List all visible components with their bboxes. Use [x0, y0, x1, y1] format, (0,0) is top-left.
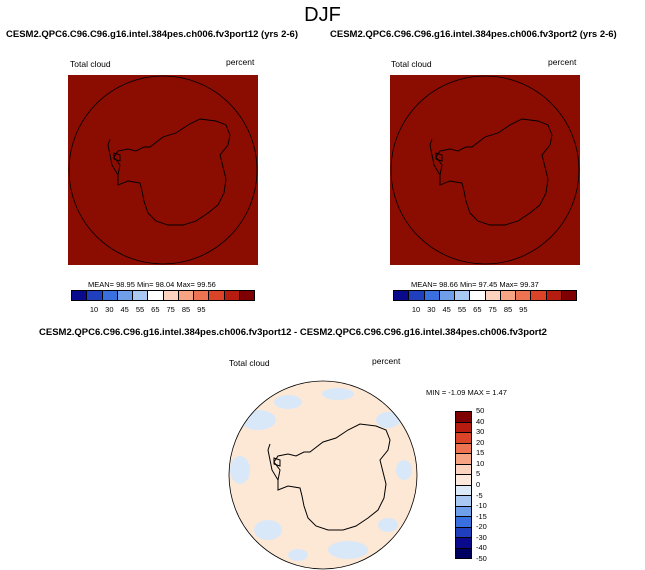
panel-2-stats: MEAN= 98.66 Min= 97.45 Max= 99.37 — [411, 280, 539, 289]
colorbar-swatch — [456, 464, 471, 475]
panel-2-colorbar — [393, 290, 577, 301]
colorbar-swatch — [133, 291, 149, 300]
colorbar-swatch — [456, 496, 471, 507]
colorbar-swatch — [424, 291, 440, 300]
colorbar-tick-label: 40 — [476, 416, 485, 426]
colorbar-tick-label: 55 — [457, 305, 467, 314]
colorbar-tick-label: 30 — [105, 305, 114, 314]
panel-2-map-boundary — [390, 75, 580, 265]
diff-panel-colorbar — [455, 411, 472, 559]
diff-panel-title: CESM2.QPC6.C96.C96.g16.intel.384pes.ch00… — [39, 327, 547, 338]
panel-1-field — [68, 75, 258, 265]
colorbar-swatch — [117, 291, 133, 300]
colorbar-swatch — [394, 291, 410, 300]
panel-2-field — [390, 75, 580, 265]
diff-panel-units: percent — [372, 356, 401, 366]
colorbar-swatch — [102, 291, 118, 300]
colorbar-swatch — [455, 291, 471, 300]
colorbar-swatch — [456, 485, 471, 496]
colorbar-swatch — [561, 291, 576, 300]
colorbar-tick-label: -5 — [476, 490, 483, 500]
colorbar-tick-label: 50 — [476, 406, 485, 415]
colorbar-swatch — [209, 291, 225, 300]
colorbar-swatch — [456, 527, 471, 538]
diff-panel-variable-label: Total cloud — [229, 358, 270, 368]
diff-panel-antarctica-coastline — [267, 423, 391, 531]
panel-1-variable-label: Total cloud — [70, 59, 111, 69]
colorbar-tick-label: 10 — [89, 305, 99, 314]
colorbar-swatch — [456, 443, 471, 454]
colorbar-tick-label: 10 — [411, 305, 421, 314]
colorbar-swatch — [516, 291, 532, 300]
colorbar-tick-label: -50 — [476, 554, 487, 563]
colorbar-tick-label: 75 — [488, 305, 497, 314]
panel-2-antarctica-coastline — [429, 118, 553, 226]
colorbar-swatch — [456, 475, 471, 486]
panel-1-units: percent — [226, 57, 255, 67]
colorbar-swatch — [470, 291, 486, 300]
panel-2-units: percent — [548, 57, 577, 67]
panel-1-map — [68, 75, 258, 265]
colorbar-swatch — [456, 433, 471, 444]
colorbar-tick-label: 5 — [476, 469, 481, 479]
diff-panel-map-boundary — [228, 380, 418, 570]
colorbar-swatch — [500, 291, 516, 300]
diff-panel-map — [228, 380, 418, 570]
colorbar-swatch — [485, 291, 501, 300]
colorbar-swatch — [456, 454, 471, 465]
colorbar-tick-label: 95 — [197, 305, 206, 314]
colorbar-swatch — [456, 517, 471, 528]
colorbar-swatch — [456, 538, 471, 549]
colorbar-tick-label: 10 — [476, 458, 485, 468]
colorbar-swatch — [409, 291, 425, 300]
panel-1-title: CESM2.QPC6.C96.C96.g16.intel.384pes.ch00… — [6, 29, 298, 40]
colorbar-tick-label: 65 — [151, 305, 160, 314]
colorbar-tick-label: -30 — [476, 532, 487, 542]
colorbar-tick-label: -15 — [476, 511, 487, 521]
colorbar-swatch — [439, 291, 455, 300]
colorbar-tick-label: 85 — [181, 305, 191, 314]
colorbar-swatch — [224, 291, 240, 300]
colorbar-swatch — [456, 506, 471, 517]
colorbar-tick-label: 75 — [166, 305, 175, 314]
colorbar-tick-label: 30 — [427, 305, 436, 314]
colorbar-tick-label: 45 — [442, 305, 451, 314]
panel-1-colorbar — [71, 290, 255, 301]
panel-2-variable-label: Total cloud — [391, 59, 432, 69]
panel-1-stats: MEAN= 98.95 Min= 98.04 Max= 99.56 — [88, 280, 216, 289]
diff-panel-negative-patches — [230, 388, 412, 561]
panel-2-title: CESM2.QPC6.C96.C96.g16.intel.384pes.ch00… — [330, 29, 617, 40]
colorbar-swatch — [148, 291, 164, 300]
diff-panel-minmax: MIN = -1.09 MAX = 1.47 — [426, 388, 507, 397]
colorbar-swatch — [163, 291, 179, 300]
colorbar-tick-label: 95 — [519, 305, 528, 314]
colorbar-swatch — [87, 291, 103, 300]
colorbar-tick-label: -10 — [476, 501, 487, 511]
colorbar-tick-label: 45 — [120, 305, 129, 314]
colorbar-tick-label: 30 — [476, 427, 485, 437]
page-title: DJF — [304, 4, 341, 26]
colorbar-tick-label: 15 — [476, 448, 485, 458]
colorbar-swatch — [456, 548, 471, 558]
panel-1-map-boundary — [68, 75, 258, 265]
colorbar-tick-label: 0 — [476, 480, 481, 489]
colorbar-tick-label: 55 — [135, 305, 145, 314]
colorbar-tick-label: -40 — [476, 543, 487, 553]
colorbar-swatch — [194, 291, 210, 300]
colorbar-tick-label: 85 — [503, 305, 513, 314]
colorbar-tick-label: 20 — [476, 437, 485, 447]
colorbar-tick-label: 65 — [473, 305, 482, 314]
colorbar-swatch — [72, 291, 88, 300]
colorbar-swatch — [239, 291, 254, 300]
colorbar-tick-label: -20 — [476, 522, 487, 532]
panel-1-antarctica-coastline — [107, 118, 231, 226]
colorbar-swatch — [456, 412, 471, 423]
colorbar-swatch — [531, 291, 547, 300]
colorbar-swatch — [546, 291, 562, 300]
colorbar-swatch — [178, 291, 194, 300]
colorbar-swatch — [456, 422, 471, 433]
panel-2-map — [390, 75, 580, 265]
